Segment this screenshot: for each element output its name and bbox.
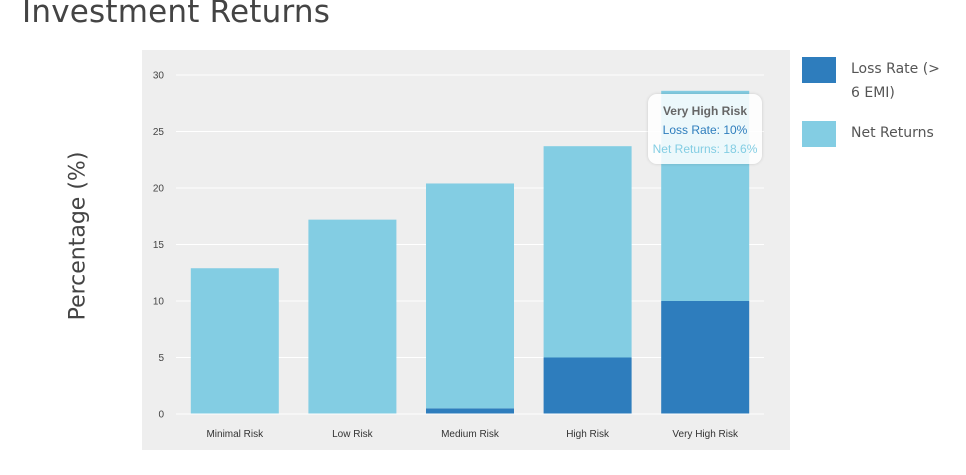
x-tick-label: High Risk xyxy=(566,429,610,440)
y-tick-label: 25 xyxy=(153,127,165,138)
y-tick-label: 0 xyxy=(158,410,164,421)
chart-tooltip: Very High Risk Loss Rate: 10% Net Return… xyxy=(648,94,762,164)
y-tick-label: 5 xyxy=(158,353,164,364)
legend-swatch-loss-rate xyxy=(802,57,836,83)
legend-swatch-net-returns xyxy=(802,121,836,147)
bar-loss-rate-4 xyxy=(661,301,750,414)
tooltip-row-loss-rate: Loss Rate: 10% xyxy=(662,123,748,137)
y-tick-label: 10 xyxy=(153,297,165,308)
x-tick-label: Medium Risk xyxy=(441,429,500,440)
x-tick-label: Low Risk xyxy=(332,429,374,440)
bar-net-returns-2 xyxy=(426,183,514,409)
bar-net-returns-0 xyxy=(190,268,279,414)
y-tick-label: 15 xyxy=(153,240,165,251)
bar-loss-rate-3 xyxy=(543,357,632,414)
y-tick-label: 30 xyxy=(153,71,165,82)
x-tick-label: Minimal Risk xyxy=(206,429,264,440)
bar-net-returns-1 xyxy=(308,219,397,414)
legend-item-net-returns[interactable]: Net Returns xyxy=(802,121,952,147)
tooltip-row-net-returns: Net Returns: 18.6% xyxy=(652,142,758,156)
x-tick-label: Very High Risk xyxy=(672,429,739,440)
tooltip-title: Very High Risk xyxy=(662,104,748,118)
page-title: Investment Returns xyxy=(22,0,331,30)
bar-net-returns-3 xyxy=(543,146,632,358)
legend-item-loss-rate[interactable]: Loss Rate (> 6 EMI) xyxy=(802,57,952,105)
y-tick-label: 20 xyxy=(153,184,165,195)
legend-label-loss-rate: Loss Rate (> 6 EMI) xyxy=(851,61,940,101)
bar-loss-rate-2 xyxy=(426,408,514,414)
legend: Loss Rate (> 6 EMI) Net Returns xyxy=(802,57,952,163)
legend-label-net-returns: Net Returns xyxy=(851,125,934,141)
